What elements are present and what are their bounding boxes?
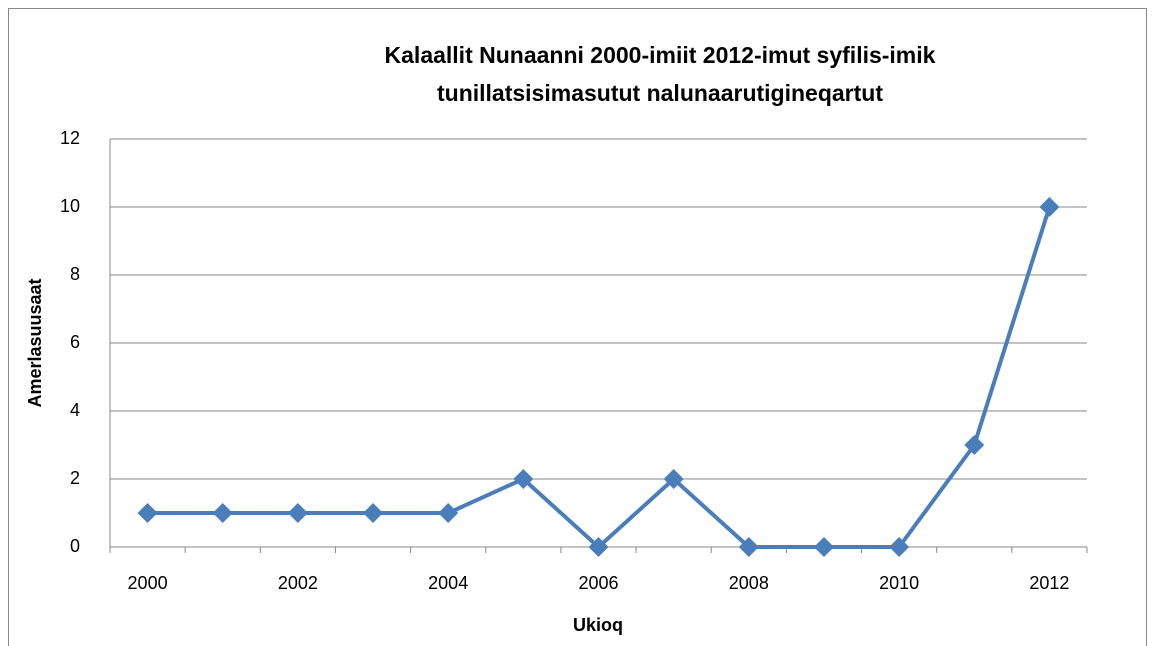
y-axis-title: Amerlasuusaat bbox=[25, 278, 45, 407]
x-tick-label: 2002 bbox=[278, 573, 318, 593]
y-tick-label: 8 bbox=[70, 264, 80, 284]
x-tick-label: 2006 bbox=[578, 573, 618, 593]
data-point bbox=[738, 537, 759, 557]
data-point bbox=[663, 469, 684, 489]
y-tick-label: 10 bbox=[60, 196, 80, 216]
data-point bbox=[588, 537, 609, 557]
data-point bbox=[287, 503, 308, 523]
data-point bbox=[363, 503, 384, 523]
x-tick-label: 2004 bbox=[428, 573, 468, 593]
data-point bbox=[212, 503, 233, 523]
y-tick-label: 4 bbox=[70, 400, 80, 420]
data-point bbox=[1039, 197, 1060, 217]
x-tick-label: 2000 bbox=[128, 573, 168, 593]
x-tick-label: 2008 bbox=[729, 573, 769, 593]
data-point bbox=[889, 537, 910, 557]
data-point bbox=[513, 469, 534, 489]
data-point bbox=[438, 503, 459, 523]
data-point bbox=[964, 435, 985, 455]
data-point bbox=[137, 503, 158, 523]
y-tick-label: 12 bbox=[60, 128, 80, 148]
chart-frame bbox=[8, 8, 1147, 646]
x-tick-label: 2010 bbox=[879, 573, 919, 593]
chart-title: tunillatsisimasutut nalunaarutigineqartu… bbox=[437, 80, 883, 106]
y-tick-label: 6 bbox=[70, 332, 80, 352]
x-tick-label: 2012 bbox=[1029, 573, 1069, 593]
chart-title: Kalaallit Nunaanni 2000-imiit 2012-imut … bbox=[385, 42, 936, 68]
y-tick-label: 2 bbox=[70, 468, 80, 488]
y-tick-label: 0 bbox=[70, 536, 80, 556]
x-axis-title: Ukioq bbox=[573, 615, 623, 635]
data-point bbox=[813, 537, 834, 557]
